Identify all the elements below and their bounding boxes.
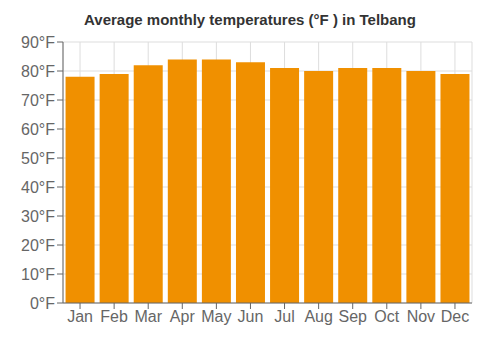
svg-text:60°F: 60°F	[21, 121, 55, 138]
svg-text:Nov: Nov	[407, 308, 435, 325]
svg-text:Jul: Jul	[274, 308, 294, 325]
svg-text:May: May	[201, 308, 231, 325]
svg-text:80°F: 80°F	[21, 63, 55, 80]
svg-text:Sep: Sep	[338, 308, 367, 325]
svg-text:40°F: 40°F	[21, 179, 55, 196]
svg-text:50°F: 50°F	[21, 150, 55, 167]
svg-text:90°F: 90°F	[21, 34, 55, 51]
svg-text:70°F: 70°F	[21, 92, 55, 109]
svg-text:Feb: Feb	[100, 308, 128, 325]
svg-text:Aug: Aug	[304, 308, 332, 325]
svg-text:0°F: 0°F	[30, 295, 55, 312]
svg-text:Apr: Apr	[170, 308, 196, 325]
svg-text:30°F: 30°F	[21, 208, 55, 225]
svg-text:Jan: Jan	[67, 308, 93, 325]
svg-text:10°F: 10°F	[21, 266, 55, 283]
html-text:Average monthly temperatures (: Average monthly temperatures (°F ) in Te…	[84, 11, 416, 28]
svg-text:Dec: Dec	[441, 308, 469, 325]
svg-text:20°F: 20°F	[21, 237, 55, 254]
svg-text:Mar: Mar	[134, 308, 162, 325]
svg-text:Oct: Oct	[374, 308, 399, 325]
svg-text:Jun: Jun	[238, 308, 264, 325]
